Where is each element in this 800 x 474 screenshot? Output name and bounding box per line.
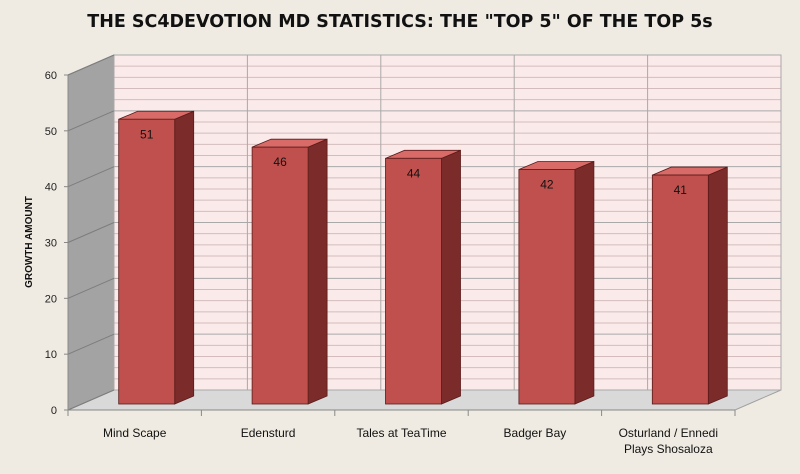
side-gridline [67,110,115,132]
bar [118,118,176,405]
x-tick-label: Edensturd [241,426,296,440]
bar [651,174,709,405]
side-gridline [67,54,115,76]
x-tick-label: Mind Scape [103,426,167,440]
bar-side [707,166,728,405]
side-gridline [67,222,115,243]
side-gridline [67,389,115,411]
side-gridline [67,166,115,188]
data-label: 44 [407,166,421,180]
side-gridline [67,277,115,299]
bar-side [307,138,328,405]
y-tick-label: 40 [45,182,57,194]
bar-side [574,160,595,405]
bar-side [174,110,195,405]
bar-side [441,149,461,405]
chart-title: THE SC4DEVOTION MD STATISTICS: THE "TOP … [87,12,712,32]
data-label: 41 [674,183,688,197]
data-label: 51 [140,127,154,141]
y-tick-label: 60 [45,70,57,82]
x-tick-label: Osturland / Ennedi Plays Shosaloza [619,426,718,456]
y-tick-label: 0 [51,405,57,417]
y-tick-label: 30 [45,238,57,250]
x-tick-label: Badger Bay [504,426,567,440]
y-tick-label: 50 [45,126,57,138]
y-axis-title: GROWTH AMOUNT [24,196,35,288]
y-tick-label: 10 [45,349,57,361]
data-label: 42 [540,178,554,192]
bar [251,146,309,405]
y-tick-label: 20 [45,293,57,305]
x-tick-label: Tales at TeaTime [356,426,446,440]
data-label: 46 [273,155,287,169]
side-gridline [67,333,115,355]
bar [518,169,576,405]
bar [385,157,442,405]
